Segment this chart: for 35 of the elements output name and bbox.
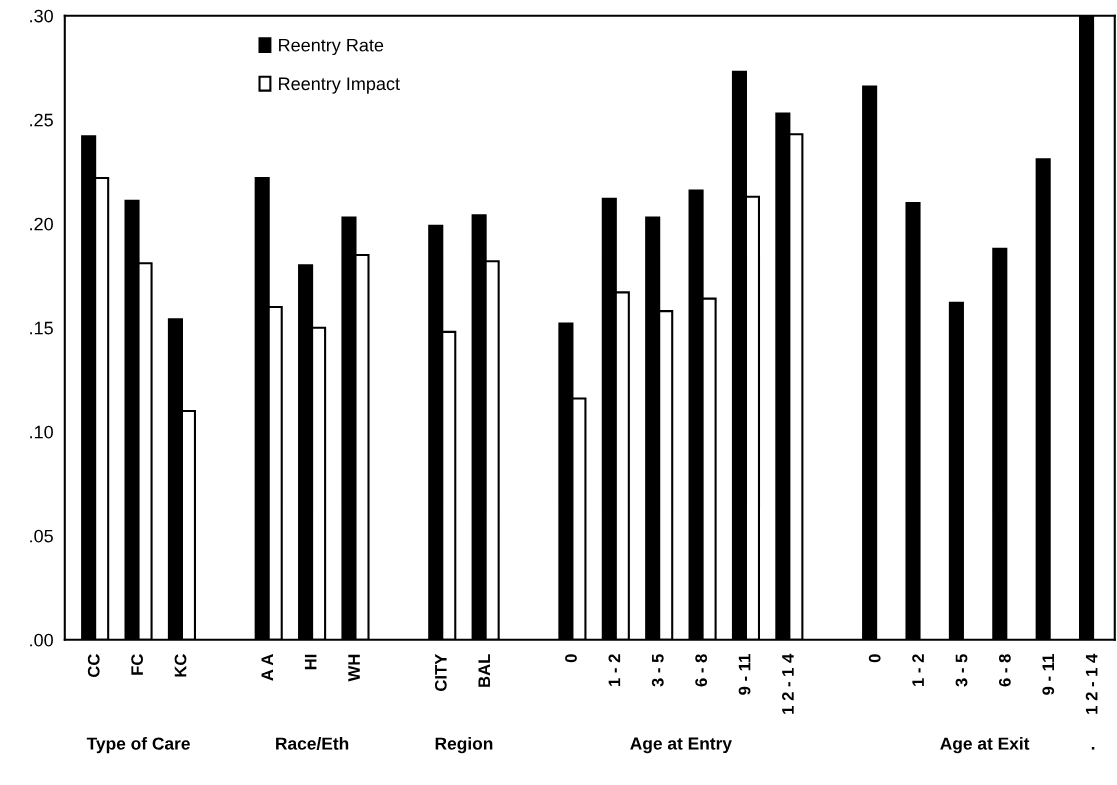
text: Region [435,737,493,754]
text: . [1091,746,1095,750]
x-tick-label: 0 [565,654,577,663]
x-tick-label: 6 - 8 [998,654,1011,687]
x-tick-label: 1 2 - 1 4 [1085,653,1098,714]
y-tick-label: .20 [30,217,53,231]
legend-label: Reentry Impact [279,77,400,94]
x-tick-label: CC [87,654,100,678]
text: Age at Entry [630,737,732,754]
x-tick-label: BAL [478,654,490,687]
y-tick-label: .30 [30,9,53,23]
x-tick-label: 1 - 2 [608,654,621,686]
y-tick-label: .05 [30,529,53,543]
text: Race/Eth [276,737,349,750]
x-tick-label: KC [174,654,187,677]
x-tick-label: A A [261,654,274,681]
x-tick-label: FC [131,654,144,675]
x-tick-label: 9 - 11 [1042,654,1055,695]
y-tick-label: .25 [30,113,53,127]
y-tick-label: .00 [30,633,53,647]
y-tick-label: .10 [30,425,53,439]
x-tick-label: WH [348,654,360,682]
x-tick-label: 6 - 8 [695,654,708,687]
x-tick-label: 1 2 - 1 4 [782,653,794,714]
x-tick-label: 1 - 2 [912,654,924,686]
x-tick-label: 3 - 5 [955,654,968,687]
x-tick-label: HI [304,654,317,670]
x-tick-label: 9 - 11 [738,654,751,695]
text: Age at Exit [940,737,1030,754]
x-tick-label: CITY [434,653,447,691]
legend-label: Reentry Rate [279,38,384,56]
text: Type of Care [86,737,190,754]
x-tick-label: 0 [868,654,881,663]
y-tick-label: .15 [30,321,53,335]
x-tick-label: 3 - 5 [651,654,664,687]
